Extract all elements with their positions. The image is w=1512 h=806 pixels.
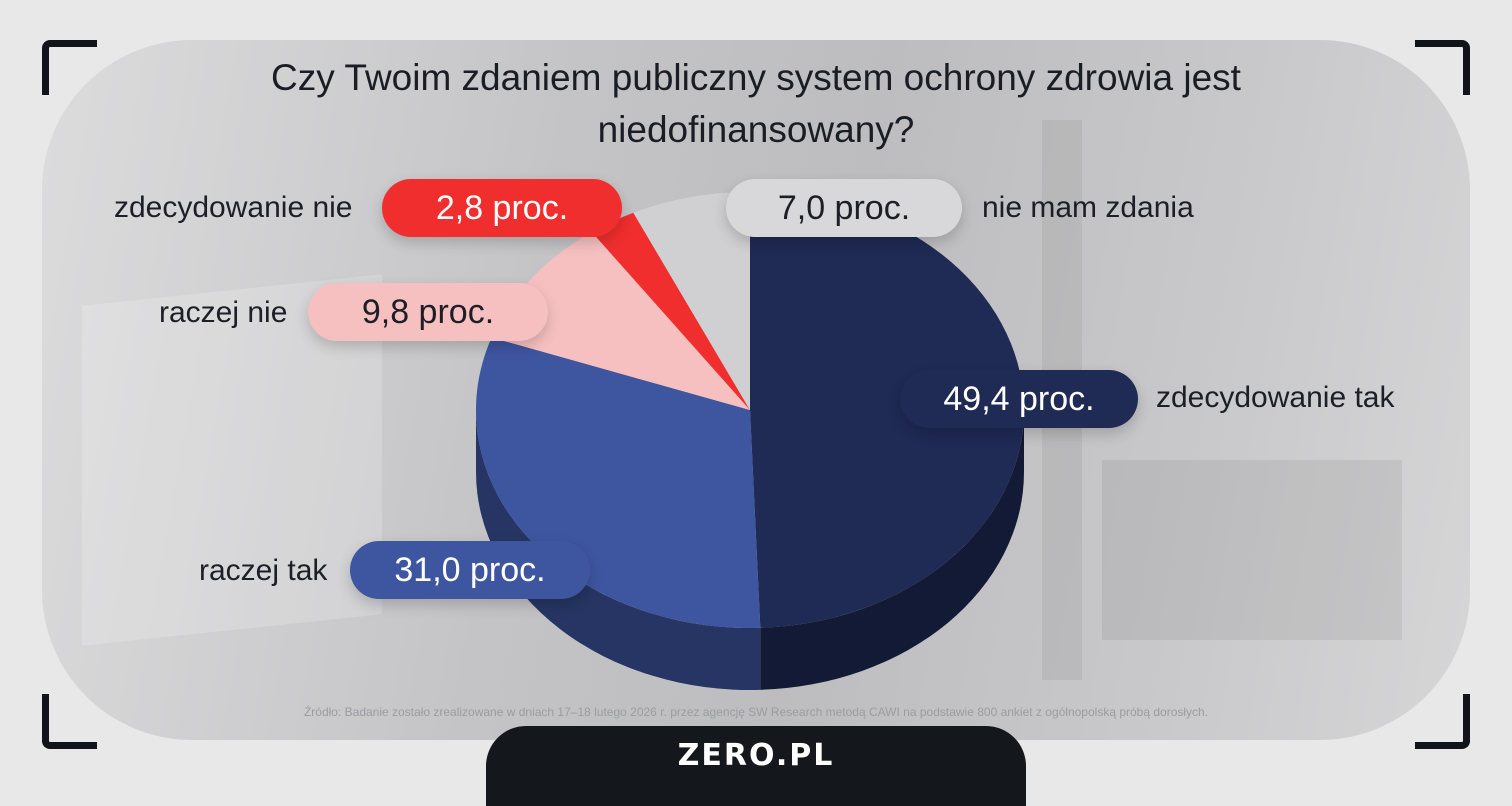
value-pill-nie-mam-zdania: 7,0 proc. — [726, 179, 962, 237]
value-label-raczej-nie: 9,8 proc. — [361, 292, 495, 331]
value-label-nie-mam-zdania: 7,0 proc. — [777, 188, 911, 227]
category-label-zdecydowanie-nie: zdecydowanie nie — [114, 191, 353, 224]
category-label-raczej-tak: raczej tak — [199, 554, 328, 587]
value-pill-raczej-tak: 31,0 proc. — [350, 541, 590, 599]
category-label-zdecydowanie-tak: zdecydowanie tak — [1156, 381, 1395, 414]
corner-frame-top-left — [42, 40, 97, 95]
brand-logo: ZERO.PL — [677, 738, 835, 773]
corner-frame-bottom-right — [1415, 694, 1470, 749]
pie-side-zdecydowanie-tak — [760, 410, 1024, 690]
value-label-zdecydowanie-nie: 2,8 proc. — [435, 188, 569, 227]
value-pill-zdecydowanie-tak: 49,4 proc. — [900, 370, 1138, 428]
value-pill-raczej-nie: 9,8 proc. — [308, 283, 548, 341]
category-label-nie-mam-zdania: nie mam zdania — [982, 191, 1194, 224]
pie-slice-zdecydowanie-tak — [750, 192, 1024, 628]
value-pill-zdecydowanie-nie: 2,8 proc. — [382, 179, 622, 237]
pie-slice-zdecydowanie-nie — [591, 212, 750, 410]
pie-slice-nie-mam-zdania — [633, 192, 750, 410]
chart-title: Czy Twoim zdaniem publiczny system ochro… — [271, 57, 1241, 150]
background-corridor-shape — [1102, 460, 1402, 640]
value-label-raczej-tak: 31,0 proc. — [394, 550, 546, 589]
source-note: Źródło: Badanie zostało zrealizowane w d… — [303, 705, 1209, 719]
category-label-raczej-nie: raczej nie — [159, 296, 288, 329]
pie-slice-raczej-nie — [491, 232, 750, 410]
value-label-zdecydowanie-tak: 49,4 proc. — [943, 379, 1095, 418]
corner-frame-top-right — [1415, 40, 1470, 95]
corner-frame-bottom-left — [42, 694, 97, 749]
